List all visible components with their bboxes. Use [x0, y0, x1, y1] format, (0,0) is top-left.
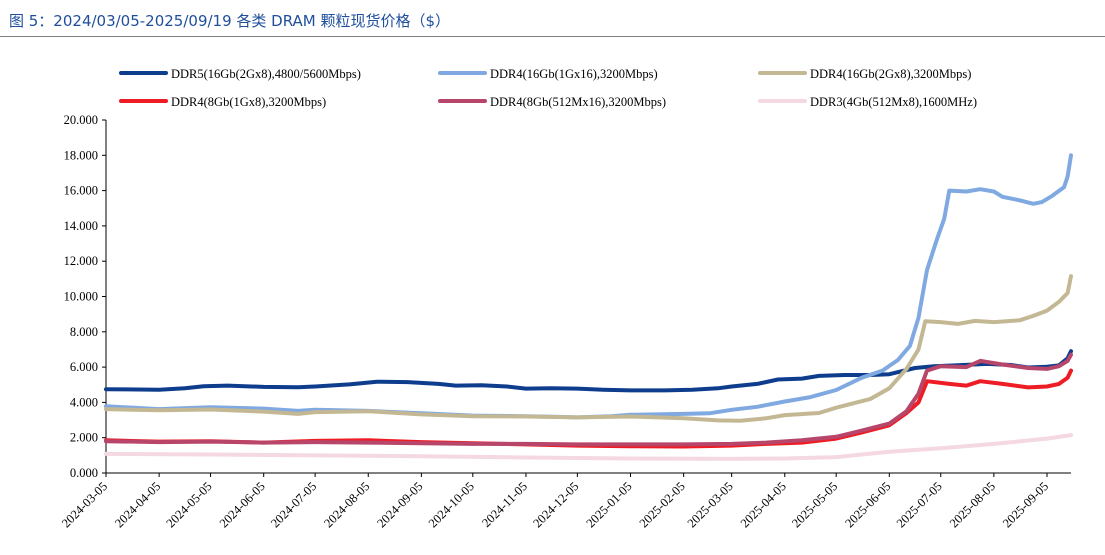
x-tick-label: 2025-09-05	[1000, 479, 1051, 530]
y-tick-label: 20.000	[64, 113, 98, 127]
x-tick-label: 2024-10-05	[426, 479, 477, 530]
legend-label: DDR4(8Gb(1Gx8),3200Mbps)	[171, 95, 326, 109]
x-tick-label: 2024-04-05	[112, 479, 163, 530]
x-tick-label: 2025-08-05	[947, 479, 998, 530]
y-tick-label: 16.000	[64, 184, 98, 198]
figure-title: 图 5：2024/03/05-2025/09/19 各类 DRAM 颗粒现货价格…	[9, 12, 451, 30]
legend-label: DDR3(4Gb(512Mx8),1600MHz)	[810, 95, 977, 109]
y-tick-label: 10.000	[64, 290, 98, 304]
x-tick-label: 2024-05-05	[164, 479, 215, 530]
x-tick-label: 2025-04-05	[738, 479, 789, 530]
x-tick-label: 2024-09-05	[374, 479, 425, 530]
series-line-5	[104, 433, 1073, 461]
x-tick-label: 2025-01-05	[583, 479, 634, 530]
y-tick-label: 14.000	[64, 219, 98, 233]
x-tick-label: 2024-07-05	[268, 479, 319, 530]
y-tick-label: 8.000	[70, 325, 98, 339]
x-tick-label: 2025-05-05	[789, 479, 840, 530]
y-axis: 0.000 2.000 4.000 6.000 8.000 10.000 12.000 14.…	[64, 113, 107, 480]
legend-label: DDR5(16Gb(2Gx8),4800/5600Mbps)	[171, 67, 361, 81]
x-tick-label: 2025-06-05	[842, 479, 893, 530]
legend-label: DDR4(16Gb(1Gx16),3200Mbps)	[490, 67, 658, 81]
x-tick-label: 2025-02-05	[637, 479, 688, 530]
y-tick-label: 12.000	[64, 254, 98, 268]
legend: DDR5(16Gb(2Gx8),4800/5600Mbps) DDR4(16Gb(…	[119, 67, 977, 109]
x-tick-label: 2024-03-05	[59, 479, 110, 530]
y-tick-label: 4.000	[70, 395, 98, 409]
x-tick-label: 2024-06-05	[217, 479, 268, 530]
x-tick-label: 2025-07-05	[894, 479, 945, 530]
y-tick-label: 0.000	[70, 466, 98, 480]
y-tick-label: 2.000	[70, 431, 98, 445]
x-tick-label: 2024-08-05	[321, 479, 372, 530]
series-line-3	[104, 368, 1073, 449]
x-tick-label: 2025-03-05	[685, 479, 736, 530]
x-tick-label: 2024-12-05	[530, 479, 581, 530]
y-tick-label: 6.000	[70, 360, 98, 374]
y-tick-label: 18.000	[64, 148, 98, 162]
series-line-2	[104, 274, 1073, 423]
legend-label: DDR4(16Gb(2Gx8),3200Mbps)	[810, 67, 971, 81]
x-tick-label: 2024-11-05	[479, 479, 530, 530]
legend-label: DDR4(8Gb(512Mx16),3200Mbps)	[490, 95, 666, 109]
title-rule	[0, 36, 1105, 37]
series-line-4	[104, 352, 1073, 447]
plot-area	[104, 153, 1073, 461]
x-axis: 2024-03-05 2024-04-05 2024-05-05 2024-06-05…	[59, 472, 1071, 530]
